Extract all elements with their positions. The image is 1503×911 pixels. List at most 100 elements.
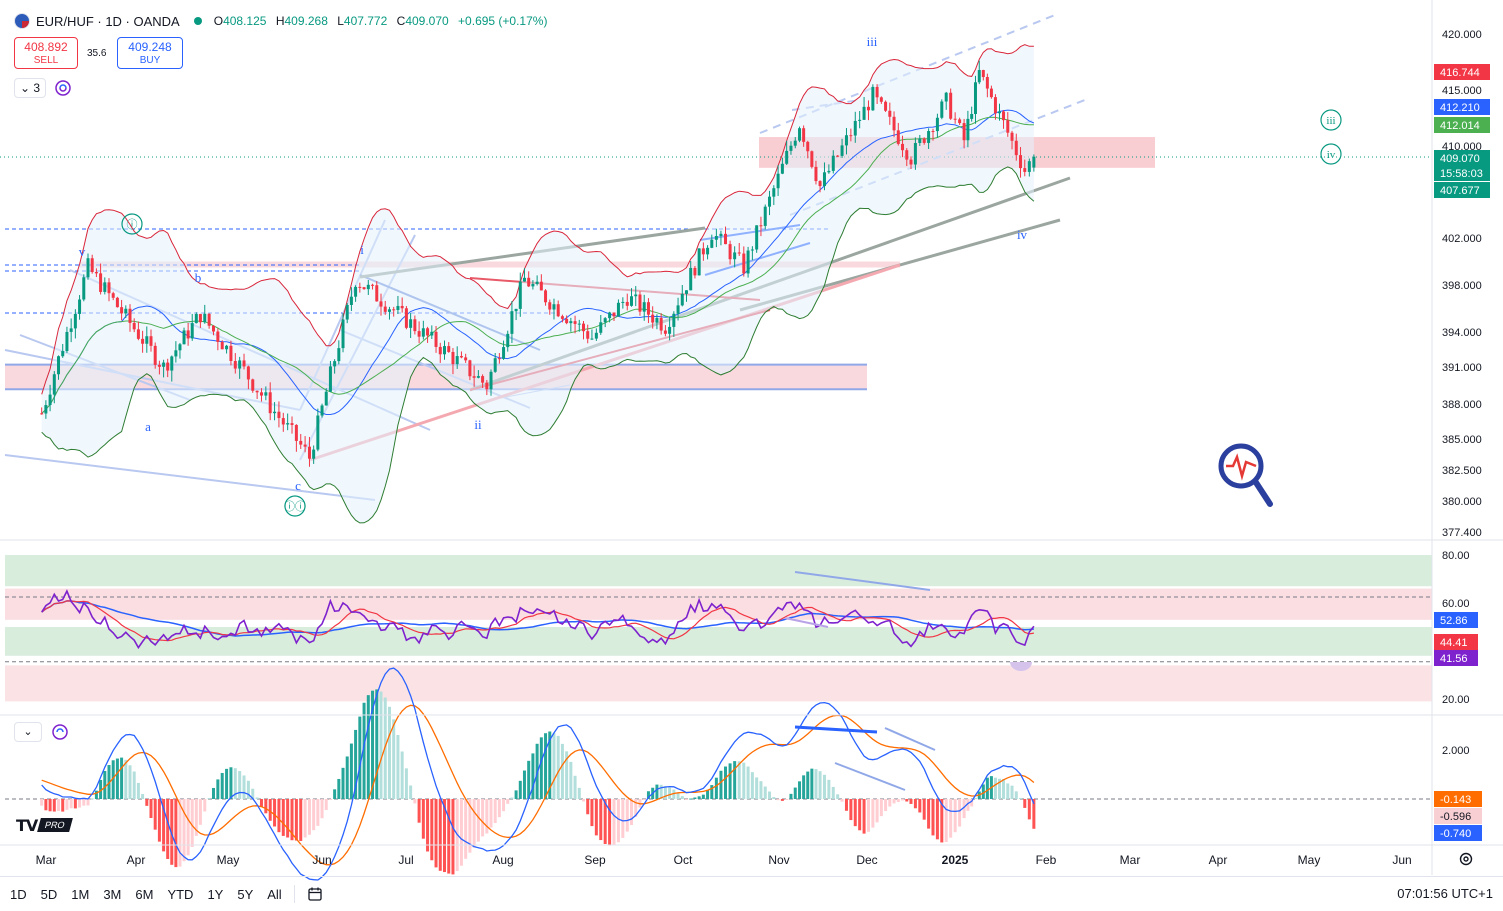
candle-body	[48, 394, 52, 406]
candle-body	[892, 116, 896, 131]
wave-label: c	[295, 478, 301, 493]
sync-icon[interactable]	[55, 80, 71, 96]
timeframe-5d-button[interactable]: 5D	[40, 886, 58, 902]
candle-body	[548, 302, 552, 310]
candle-body	[90, 258, 94, 273]
timeframe-all-button[interactable]: All	[267, 886, 282, 902]
wave-label: ⓘⓘ	[284, 500, 306, 513]
price-axis-badge-text: 15:58:03	[1440, 168, 1483, 180]
candle-body	[539, 281, 543, 291]
divergence-line	[794, 571, 931, 591]
macd-histogram-bar	[149, 799, 153, 818]
candle-body	[341, 319, 345, 349]
macd-histogram-bar	[290, 799, 294, 841]
timeframe-6m-button[interactable]: 6M	[135, 886, 154, 902]
utc-clock[interactable]: 07:01:56 UTC+1	[1397, 886, 1493, 901]
wave-circle	[284, 495, 306, 517]
candle-body	[107, 282, 111, 294]
macd-histogram-bar	[404, 768, 408, 799]
macd-histogram-bar	[742, 762, 746, 799]
macd-histogram-bar	[286, 799, 290, 838]
bollinger-upper	[41, 44, 1034, 395]
timeframe-3m-button[interactable]: 3M	[103, 886, 122, 902]
candle-body	[290, 423, 294, 425]
timeframe-5y-button[interactable]: 5Y	[237, 886, 254, 902]
time-tick-label: Nov	[768, 853, 789, 867]
candle-body	[345, 304, 349, 320]
candle-body	[468, 360, 472, 377]
time-tick-label: Feb	[1036, 853, 1057, 867]
macd-histogram-bar	[90, 798, 94, 800]
macd-histogram-bar	[684, 799, 688, 800]
macd-histogram-bar	[608, 799, 612, 846]
candle-body	[896, 130, 900, 144]
macd-histogram-bar	[582, 799, 585, 802]
macd-histogram-bar	[966, 799, 970, 811]
macd-histogram-bar	[497, 799, 501, 818]
macd-histogram-bar	[400, 751, 404, 799]
candle-body	[977, 70, 981, 83]
macd-histogram-bar	[798, 781, 802, 799]
calendar-icon[interactable]	[307, 886, 323, 902]
macd-histogram-bar	[136, 782, 140, 799]
candle-body	[502, 347, 506, 359]
price-tick-label: 398.000	[1442, 280, 1482, 292]
candle-body	[634, 294, 638, 297]
candle-body	[485, 382, 489, 390]
toolbar-separator	[293, 885, 295, 903]
candle-body	[862, 106, 866, 120]
candle-body	[294, 424, 298, 441]
candle-body	[203, 313, 207, 323]
price-axis-badge: 412.210	[1434, 99, 1490, 115]
macd-histogram-bar	[489, 799, 493, 828]
candle-body	[818, 181, 822, 187]
macd-histogram-bar	[362, 702, 366, 799]
buy-button[interactable]: 409.248 BUY	[117, 37, 183, 69]
bottom-toolbar: 1D 5D 1M 3M 6M YTD 1Y 5Y All	[0, 876, 1503, 911]
rsi-pane	[5, 555, 1432, 702]
indicators-collapse-button[interactable]: ⌄ 3	[14, 78, 46, 98]
timeframe-1m-button[interactable]: 1M	[71, 886, 90, 902]
macd-histogram-bar	[879, 799, 883, 817]
symbol-title[interactable]: EUR/HUF · 1D · OANDA	[36, 13, 180, 29]
macd-histogram-bar	[849, 799, 853, 821]
macd-histogram-bar	[229, 767, 233, 799]
macd-collapse-button[interactable]: ⌄	[14, 722, 42, 742]
candle-body	[875, 86, 879, 98]
candle-body	[225, 345, 229, 350]
wave-circle	[1320, 143, 1342, 165]
candle-body	[866, 106, 870, 111]
candle-body	[136, 329, 140, 339]
macd-histogram-bar	[493, 799, 497, 824]
candle-body	[905, 150, 909, 160]
macd-histogram-bar	[544, 733, 548, 799]
macd-histogram-bar	[806, 771, 810, 799]
macd-histogram-bar	[120, 757, 124, 799]
macd-axis-badge-text: -0.740	[1440, 828, 1471, 840]
candle-body	[438, 346, 442, 355]
candle-body	[918, 138, 922, 144]
candle-body	[672, 313, 676, 327]
price-tick-label: 388.000	[1442, 399, 1482, 411]
candle-body	[166, 362, 170, 371]
sell-button[interactable]: 408.892 SELL	[14, 37, 78, 69]
macd-histogram-bar	[522, 770, 526, 799]
rsi-tick-label: 20.00	[1442, 694, 1470, 706]
macd-histogram-bar	[48, 799, 52, 812]
candle-body	[281, 418, 285, 425]
macd-histogram-bar	[710, 785, 714, 799]
timeframe-1d-button[interactable]: 1D	[10, 886, 27, 902]
macd-histogram-bar	[430, 799, 434, 861]
macd-histogram-bar	[238, 771, 242, 799]
candle-body	[299, 440, 303, 445]
candle-body	[1023, 168, 1027, 172]
timeframe-1y-button[interactable]: 1Y	[207, 886, 224, 902]
gear-icon[interactable]	[1458, 851, 1474, 867]
timeframe-ytd-button[interactable]: YTD	[167, 886, 194, 902]
macd-axis-badge-text: -0.596	[1440, 811, 1471, 823]
macd-histogram-bar	[1027, 799, 1031, 820]
candle-body	[535, 281, 539, 285]
sync-icon[interactable]	[52, 724, 68, 740]
candle-body	[170, 356, 174, 371]
